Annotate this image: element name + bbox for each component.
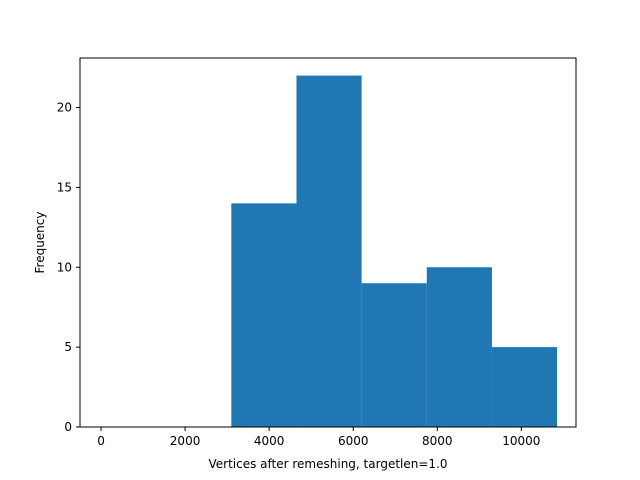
x-axis-label: Vertices after remeshing, targetlen=1.0 (209, 457, 448, 471)
y-axis-label: Frequency (33, 212, 47, 274)
y-tick-label: 20 (57, 101, 72, 115)
x-tick-label: 8000 (422, 434, 453, 448)
x-tick-label: 6000 (338, 434, 369, 448)
y-axis-ticks: 0 5 10 15 20 (57, 101, 80, 434)
x-tick-label: 10000 (502, 434, 540, 448)
y-tick-label: 10 (57, 260, 72, 274)
y-tick-label: 5 (64, 340, 72, 354)
histogram-bar-2 (296, 75, 362, 428)
histogram-bar-3 (361, 283, 427, 427)
x-tick-label: 2000 (170, 434, 201, 448)
x-axis-ticks: 0 2000 4000 6000 8000 10000 (97, 427, 540, 448)
histogram-bar-1 (231, 203, 297, 427)
plot-frame (79, 57, 577, 428)
x-tick-label: 4000 (254, 434, 285, 448)
y-tick-label: 15 (57, 180, 72, 194)
y-tick-label: 0 (64, 420, 72, 434)
histogram-bar-4 (426, 267, 492, 427)
histogram-bars (231, 75, 558, 428)
histogram-bar-5 (491, 347, 558, 427)
x-tick-label: 0 (97, 434, 105, 448)
